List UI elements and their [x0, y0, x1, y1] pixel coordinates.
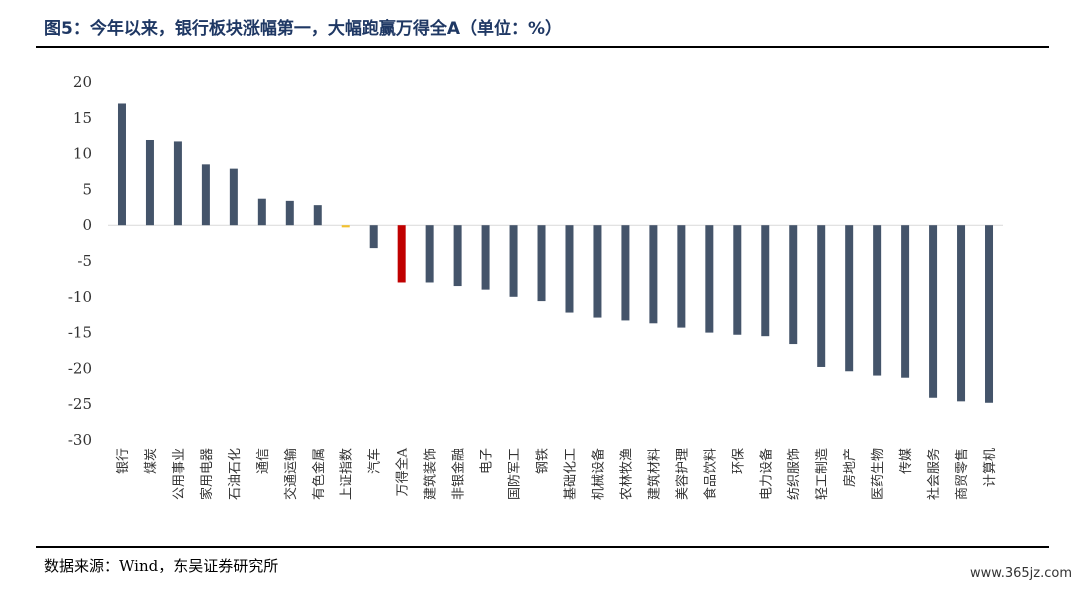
bar — [453, 225, 462, 287]
bar — [873, 225, 882, 376]
bar — [341, 225, 350, 228]
x-tick-label: 食品饮料 — [702, 448, 718, 500]
y-tick-label: -30 — [68, 431, 92, 449]
y-tick-label: -15 — [68, 324, 92, 342]
x-tick-label: 通信 — [256, 448, 271, 474]
title-divider — [36, 46, 1049, 48]
y-tick-label: -25 — [68, 395, 92, 413]
y-tick-label: 0 — [82, 216, 92, 234]
y-tick-label: -5 — [77, 252, 92, 270]
bar — [145, 139, 154, 226]
bars — [117, 103, 994, 403]
x-tick-label: 电子 — [480, 448, 495, 474]
x-tick-label: 房地产 — [842, 448, 858, 487]
x-tick-label: 社会服务 — [926, 448, 942, 500]
bar — [733, 225, 742, 335]
bar — [817, 225, 826, 367]
x-tick-label: 汽车 — [367, 448, 383, 474]
bar — [313, 205, 322, 226]
bar — [509, 225, 518, 297]
x-tick-label: 上证指数 — [340, 448, 355, 500]
x-tick-label: 交通运输 — [283, 448, 299, 500]
bar — [565, 225, 574, 313]
y-tick-label: 15 — [73, 109, 92, 127]
x-tick-label: 石油石化 — [228, 448, 243, 500]
bar — [929, 225, 938, 398]
y-tick-label: 5 — [82, 180, 92, 198]
bar — [621, 225, 630, 321]
x-tick-label: 非银金融 — [451, 448, 467, 500]
bar — [789, 225, 798, 345]
y-axis: 20 15 10 5 0 -5 -10 -15 -20 -25 -30 — [68, 73, 1003, 449]
source-note: 数据来源：Wind，东吴证券研究所 — [44, 557, 279, 575]
x-tick-label: 煤炭 — [144, 448, 159, 474]
x-tick-label: 电力设备 — [758, 448, 774, 500]
source-divider — [36, 546, 1049, 548]
bar — [649, 225, 658, 324]
bar — [845, 225, 854, 372]
x-tick-label: 商贸零售 — [954, 448, 970, 500]
bar — [901, 225, 910, 378]
bar — [229, 168, 238, 226]
x-tick-label: 机械设备 — [590, 448, 606, 500]
x-tick-label: 建筑材料 — [646, 448, 662, 500]
bar — [537, 225, 546, 302]
x-tick-label: 公用事业 — [172, 448, 187, 500]
x-tick-label: 建筑装饰 — [423, 448, 439, 500]
x-tick-label: 计算机 — [983, 448, 998, 487]
watermark: www.365jz.com — [970, 566, 1072, 581]
x-tick-label: 银行 — [116, 448, 131, 474]
bar — [957, 225, 966, 402]
bar — [257, 198, 266, 226]
x-tick-label: 纺织服饰 — [787, 448, 802, 500]
y-tick-label: 20 — [73, 73, 92, 91]
bar — [677, 225, 686, 328]
bar — [285, 200, 294, 226]
x-tick-label: 美容护理 — [674, 448, 690, 500]
x-tick-label: 农林牧渔 — [619, 448, 634, 500]
bar — [117, 103, 126, 226]
y-tick-label: -20 — [68, 359, 92, 377]
bar — [201, 164, 210, 226]
x-tick-label: 国防军工 — [507, 448, 523, 500]
x-tick-label: 钢铁 — [536, 448, 551, 474]
x-tick-label: 轻工制造 — [815, 448, 830, 500]
x-tick-label: 基础化工 — [563, 448, 578, 500]
bar — [593, 225, 602, 318]
bar — [369, 225, 378, 249]
bar — [425, 225, 434, 283]
bar — [397, 225, 406, 283]
bar — [173, 141, 182, 226]
chart-title: 图5：今年以来，银行板块涨幅第一，大幅跑赢万得全A（单位：%） — [44, 19, 563, 39]
bar — [761, 225, 770, 337]
y-tick-label: 10 — [73, 145, 92, 163]
x-tick-label: 家用电器 — [199, 448, 215, 500]
x-tick-label: 传媒 — [899, 448, 914, 474]
bar — [481, 225, 490, 290]
bar — [705, 225, 714, 333]
x-tick-label: 医药生物 — [871, 448, 886, 500]
y-tick-label: -10 — [68, 288, 92, 306]
bar — [985, 225, 994, 403]
x-tick-label: 有色金属 — [311, 448, 327, 500]
x-tick-label: 环保 — [731, 448, 746, 474]
x-axis-labels: 银行 煤炭 公用事业 家用电器 石油石化 通信 交通运输 有色金属 上证指数 汽车 万得全A 建筑装饰… — [116, 447, 998, 500]
x-tick-label: 万得全A — [395, 447, 411, 496]
